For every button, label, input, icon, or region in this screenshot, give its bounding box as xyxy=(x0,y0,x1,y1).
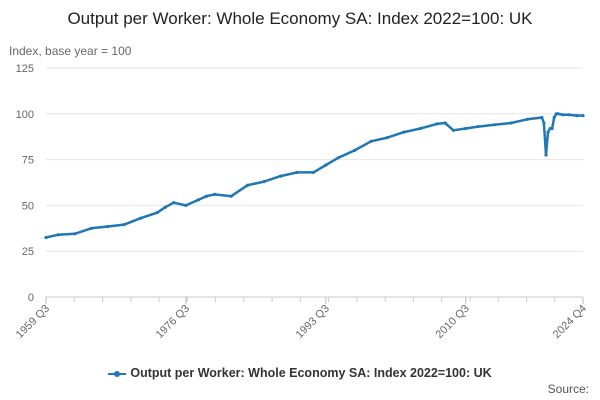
data-point xyxy=(575,114,579,118)
data-point xyxy=(279,174,283,178)
data-point xyxy=(464,126,468,131)
series-group xyxy=(44,112,585,240)
data-point xyxy=(311,170,316,174)
series-line-0 xyxy=(45,112,583,239)
data-point xyxy=(155,211,159,215)
data-point xyxy=(385,136,390,140)
data-point xyxy=(402,130,406,134)
data-point xyxy=(546,130,550,134)
x-axis: 1959 Q3 1976 Q3 1993 Q3 2010 Q3 2024 Q4 xyxy=(14,296,589,341)
y-axis-ticks: 0 25 50 75 100 125 xyxy=(16,63,34,304)
data-point xyxy=(229,194,233,198)
x-tick-label: 2010 Q3 xyxy=(434,303,472,341)
data-point xyxy=(369,139,373,143)
y-tick-label-100: 100 xyxy=(16,109,34,121)
data-point xyxy=(418,126,423,131)
data-point xyxy=(544,153,548,157)
chart-title: Output per Worker: Whole Economy SA: Ind… xyxy=(67,9,533,28)
data-point xyxy=(106,224,110,229)
data-point xyxy=(581,114,585,118)
y-tick-label-25: 25 xyxy=(22,246,34,258)
data-point xyxy=(56,233,60,237)
data-point xyxy=(184,203,188,207)
data-point xyxy=(443,121,447,125)
data-point xyxy=(295,170,299,174)
data-point xyxy=(550,126,554,131)
legend-label: Output per Worker: Whole Economy SA: Ind… xyxy=(130,366,492,380)
data-point xyxy=(196,198,200,202)
data-point xyxy=(336,156,340,160)
y-tick-label-125: 125 xyxy=(16,63,34,75)
data-point xyxy=(262,180,266,184)
data-point xyxy=(44,235,48,240)
data-point xyxy=(540,115,544,120)
data-point xyxy=(492,123,497,127)
legend[interactable]: Output per Worker: Whole Economy SA: Ind… xyxy=(0,366,600,380)
data-point xyxy=(353,148,357,152)
x-tick-label: 1959 Q3 xyxy=(14,303,52,341)
data-point xyxy=(139,216,143,220)
y-tick-label-50: 50 xyxy=(22,200,34,212)
data-point xyxy=(509,121,513,125)
x-tick-label: 1993 Q3 xyxy=(294,303,332,341)
legend-swatch xyxy=(108,368,127,380)
source-label: Source: xyxy=(547,382,589,396)
data-point xyxy=(567,113,571,117)
data-point xyxy=(324,163,328,167)
data-point xyxy=(542,121,546,125)
data-point xyxy=(556,112,560,116)
data-point xyxy=(204,194,209,198)
gridlines xyxy=(46,67,583,298)
data-point xyxy=(122,223,126,227)
x-tick-label: 1976 Q3 xyxy=(154,303,192,341)
data-point xyxy=(552,115,556,120)
data-point xyxy=(172,201,176,205)
data-point xyxy=(525,117,530,121)
data-point xyxy=(435,122,439,126)
data-point xyxy=(560,113,565,117)
y-axis-label: Index, base year = 100 xyxy=(9,44,132,58)
data-point xyxy=(451,128,455,132)
data-point xyxy=(73,232,77,236)
y-tick-label-0: 0 xyxy=(28,292,34,304)
data-point xyxy=(246,183,250,187)
y-tick-label-75: 75 xyxy=(22,155,34,167)
x-tick-label: 2024 Q4 xyxy=(551,303,589,341)
data-point xyxy=(213,192,217,196)
data-point xyxy=(476,125,480,129)
data-point xyxy=(163,205,167,209)
data-point xyxy=(89,226,93,230)
